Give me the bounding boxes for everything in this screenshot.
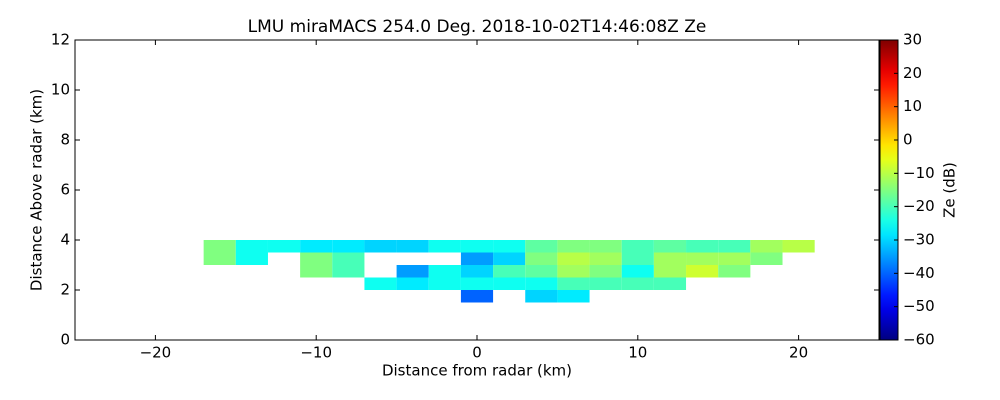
cells (203, 240, 815, 303)
cell (653, 252, 687, 265)
cell (525, 277, 558, 290)
cell (589, 252, 622, 265)
cell (589, 277, 622, 290)
cell (557, 265, 590, 278)
cell (686, 252, 719, 265)
cell (750, 252, 783, 265)
y-tick-label: 8 (60, 131, 70, 149)
cell (300, 240, 333, 253)
cell (332, 252, 365, 265)
cell (460, 240, 494, 253)
x-tick-label: 10 (628, 344, 647, 362)
cell (460, 277, 494, 290)
cell (782, 240, 815, 253)
cell (493, 277, 526, 290)
cell (525, 240, 558, 253)
cell (718, 252, 751, 265)
x-tick-label: −10 (300, 344, 332, 362)
cell (364, 277, 397, 290)
cell (428, 240, 461, 253)
cell (557, 277, 590, 290)
cell (396, 240, 429, 253)
colorbar (879, 39, 899, 341)
colorbar-tick-label: −50 (903, 297, 935, 315)
colorbar-tick-label: −20 (903, 197, 935, 215)
x-axis-label: Distance from radar (km) (382, 362, 572, 380)
cell (267, 240, 301, 253)
colorbar-tick-label: 0 (903, 131, 913, 149)
cell (203, 252, 236, 265)
cell (557, 240, 590, 253)
colorbar-label: Ze (dB) (941, 162, 959, 218)
cell (525, 252, 558, 265)
cell (428, 277, 461, 290)
colorbar-tick-label: −30 (903, 231, 935, 249)
cell (718, 240, 751, 253)
y-tick-label: 12 (51, 31, 70, 49)
cell (332, 240, 365, 253)
x-tick-label: −20 (140, 344, 172, 362)
cell (557, 290, 590, 303)
cell (557, 252, 590, 265)
x-tick-label: 0 (472, 344, 482, 362)
cell (621, 240, 654, 253)
cell (460, 265, 494, 278)
cell (589, 240, 622, 253)
cell (493, 240, 526, 253)
cell (235, 252, 268, 265)
cell (364, 240, 397, 253)
y-tick-label: 2 (60, 281, 70, 299)
cell (428, 265, 461, 278)
cell (300, 252, 333, 265)
cell (396, 265, 429, 278)
cell (686, 265, 719, 278)
cell (686, 240, 719, 253)
colorbar-tick-label: 30 (903, 31, 922, 49)
cell (300, 265, 333, 278)
cell (525, 290, 558, 303)
y-tick-label: 0 (60, 331, 70, 349)
cell (718, 265, 751, 278)
cell (621, 265, 654, 278)
y-tick-label: 6 (60, 181, 70, 199)
cell (589, 265, 622, 278)
cell (460, 290, 494, 303)
colorbar-tick-label: −60 (903, 331, 935, 349)
cell (235, 240, 268, 253)
cell (493, 265, 526, 278)
cell (621, 277, 654, 290)
cell (396, 277, 429, 290)
cell (203, 240, 236, 253)
x-tick-label: 20 (789, 344, 808, 362)
colorbar-tick-label: −40 (903, 264, 935, 282)
cell (653, 265, 687, 278)
y-tick-label: 4 (60, 231, 70, 249)
colorbar-tick-label: −10 (903, 164, 935, 182)
cell (332, 265, 365, 278)
cell (525, 265, 558, 278)
colorbar-tick-label: 10 (903, 97, 922, 115)
cell (621, 252, 654, 265)
chart-title: LMU miraMACS 254.0 Deg. 2018-10-02T14:46… (248, 17, 707, 37)
cell (653, 240, 687, 253)
y-tick-label: 10 (51, 81, 70, 99)
cell (460, 252, 494, 265)
colorbar-tick-label: 20 (903, 64, 922, 82)
y-axis-label: Distance Above radar (km) (28, 89, 46, 291)
cell (750, 240, 783, 253)
cell (653, 277, 687, 290)
cell (493, 252, 526, 265)
